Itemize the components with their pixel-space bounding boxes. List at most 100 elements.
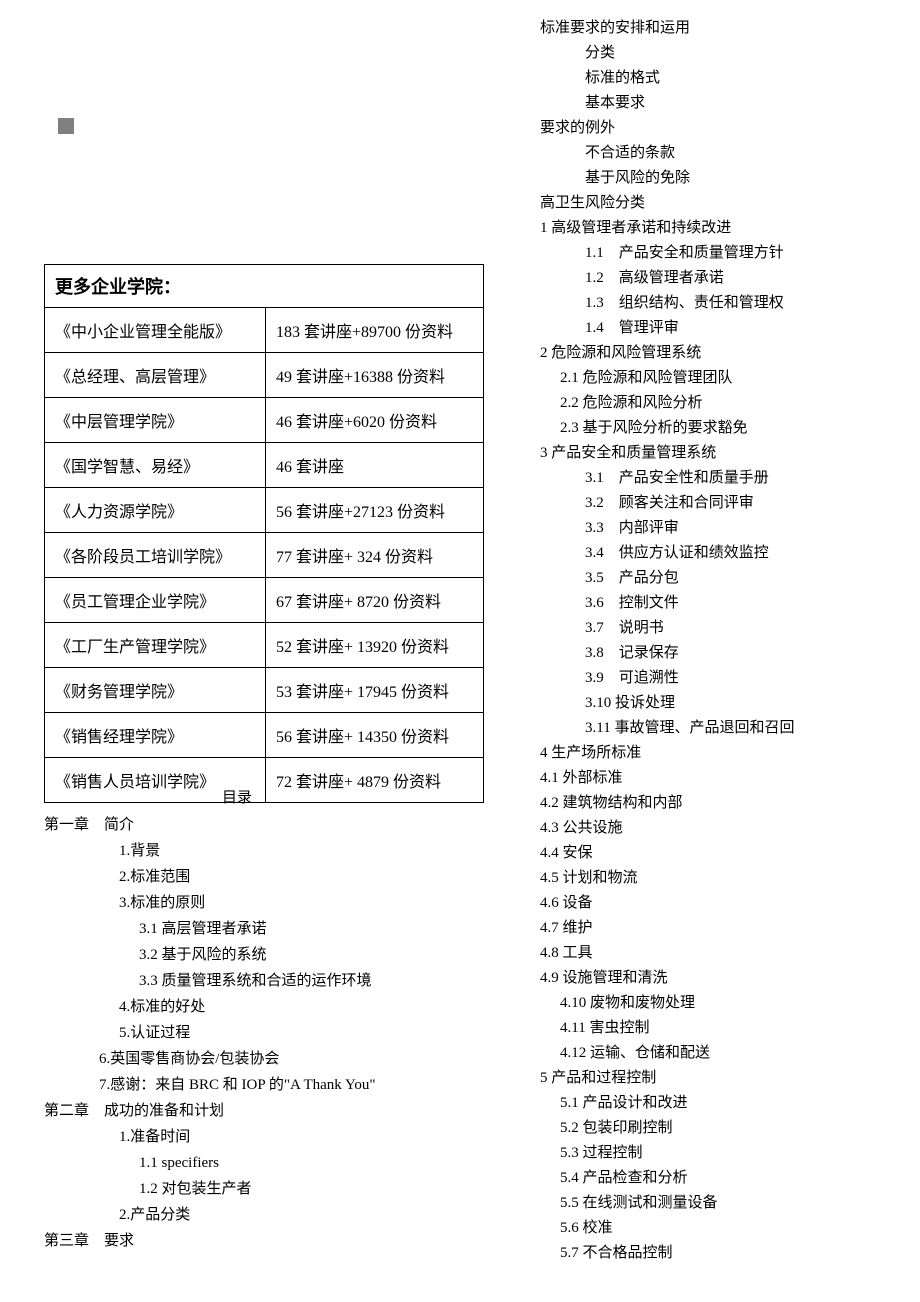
toc-item: 3.1 产品安全性和质量手册 (520, 466, 794, 491)
toc-item: 1.1 specifiers (44, 1150, 375, 1176)
toc-item: 5.6 校准 (520, 1216, 794, 1241)
toc-item: 4.标准的好处 (44, 994, 375, 1020)
table-row: 《各阶段员工培训学院》77 套讲座+ 324 份资料 (45, 533, 484, 578)
toc-item: 2.产品分类 (44, 1202, 375, 1228)
course-detail-cell: 49 套讲座+16388 份资料 (266, 353, 484, 398)
toc-item: 4.4 安保 (520, 841, 794, 866)
toc-item: 4.10 废物和废物处理 (520, 991, 794, 1016)
course-name-cell: 《工厂生产管理学院》 (45, 623, 266, 668)
toc-item: 3.8 记录保存 (520, 641, 794, 666)
toc-item: 2.3 基于风险分析的要求豁免 (520, 416, 794, 441)
toc-item: 3.11 事故管理、产品退回和召回 (520, 716, 794, 741)
toc-item: 4.1 外部标准 (520, 766, 794, 791)
toc-item: 5 产品和过程控制 (520, 1066, 794, 1091)
toc-title: 目录 (222, 786, 252, 807)
toc-item: 第三章 要求 (44, 1228, 375, 1254)
course-name-cell: 《人力资源学院》 (45, 488, 266, 533)
course-name-cell: 《财务管理学院》 (45, 668, 266, 713)
toc-item: 4.3 公共设施 (520, 816, 794, 841)
toc-item: 1.2 对包装生产者 (44, 1176, 375, 1202)
toc-item: 1.1 产品安全和质量管理方针 (520, 241, 794, 266)
decorative-square (58, 118, 74, 134)
table-row: 《中小企业管理全能版》183 套讲座+89700 份资料 (45, 308, 484, 353)
toc-item: 3.标准的原则 (44, 890, 375, 916)
toc-item: 基本要求 (520, 91, 794, 116)
course-detail-cell: 72 套讲座+ 4879 份资料 (266, 758, 484, 803)
table-row: 《总经理、高层管理》49 套讲座+16388 份资料 (45, 353, 484, 398)
toc-item: 4.11 害虫控制 (520, 1016, 794, 1041)
table-row: 《销售经理学院》56 套讲座+ 14350 份资料 (45, 713, 484, 758)
course-detail-cell: 67 套讲座+ 8720 份资料 (266, 578, 484, 623)
course-detail-cell: 52 套讲座+ 13920 份资料 (266, 623, 484, 668)
toc-item: 2.1 危险源和风险管理团队 (520, 366, 794, 391)
toc-item: 基于风险的免除 (520, 166, 794, 191)
toc-item: 3 产品安全和质量管理系统 (520, 441, 794, 466)
toc-item: 2.2 危险源和风险分析 (520, 391, 794, 416)
toc-item: 3.7 说明书 (520, 616, 794, 641)
course-detail-cell: 56 套讲座+ 14350 份资料 (266, 713, 484, 758)
toc-item: 标准的格式 (520, 66, 794, 91)
course-name-cell: 《中小企业管理全能版》 (45, 308, 266, 353)
course-detail-cell: 46 套讲座 (266, 443, 484, 488)
toc-item: 3.2 顾客关注和合同评审 (520, 491, 794, 516)
document-page: 更多企业学院： 《中小企业管理全能版》183 套讲座+89700 份资料《总经理… (0, 0, 920, 1302)
toc-item: 7.感谢：来自 BRC 和 IOP 的"A Thank You" (44, 1072, 375, 1098)
toc-item: 4.6 设备 (520, 891, 794, 916)
toc-item: 3.10 投诉处理 (520, 691, 794, 716)
course-detail-cell: 183 套讲座+89700 份资料 (266, 308, 484, 353)
toc-item: 2 危险源和风险管理系统 (520, 341, 794, 366)
toc-item: 3.5 产品分包 (520, 566, 794, 591)
toc-item: 4 生产场所标准 (520, 741, 794, 766)
toc-item: 4.5 计划和物流 (520, 866, 794, 891)
course-name-cell: 《总经理、高层管理》 (45, 353, 266, 398)
table-row: 《工厂生产管理学院》52 套讲座+ 13920 份资料 (45, 623, 484, 668)
table-row: 《销售人员培训学院》72 套讲座+ 4879 份资料 (45, 758, 484, 803)
toc-item: 5.4 产品检查和分析 (520, 1166, 794, 1191)
toc-item: 3.2 基于风险的系统 (44, 942, 375, 968)
table-body: 《中小企业管理全能版》183 套讲座+89700 份资料《总经理、高层管理》49… (45, 308, 484, 803)
course-detail-cell: 46 套讲座+6020 份资料 (266, 398, 484, 443)
school-table: 更多企业学院： 《中小企业管理全能版》183 套讲座+89700 份资料《总经理… (44, 264, 484, 803)
toc-item: 2.标准范围 (44, 864, 375, 890)
toc-item: 1.背景 (44, 838, 375, 864)
toc-item: 3.6 控制文件 (520, 591, 794, 616)
toc-item: 4.2 建筑物结构和内部 (520, 791, 794, 816)
table-row: 《财务管理学院》53 套讲座+ 17945 份资料 (45, 668, 484, 713)
course-detail-cell: 56 套讲座+27123 份资料 (266, 488, 484, 533)
course-name-cell: 《销售经理学院》 (45, 713, 266, 758)
toc-item: 4.8 工具 (520, 941, 794, 966)
toc-item: 第二章 成功的准备和计划 (44, 1098, 375, 1124)
toc-item: 1.准备时间 (44, 1124, 375, 1150)
course-detail-cell: 77 套讲座+ 324 份资料 (266, 533, 484, 578)
toc-item: 5.2 包装印刷控制 (520, 1116, 794, 1141)
toc-item: 1.3 组织结构、责任和管理权 (520, 291, 794, 316)
toc-right-column: 标准要求的安排和运用分类标准的格式基本要求要求的例外不合适的条款基于风险的免除高… (520, 16, 794, 1266)
table-row: 《人力资源学院》56 套讲座+27123 份资料 (45, 488, 484, 533)
toc-item: 5.7 不合格品控制 (520, 1241, 794, 1266)
toc-item: 3.3 内部评审 (520, 516, 794, 541)
table-row: 《员工管理企业学院》67 套讲座+ 8720 份资料 (45, 578, 484, 623)
table-row: 《国学智慧、易经》46 套讲座 (45, 443, 484, 488)
course-detail-cell: 53 套讲座+ 17945 份资料 (266, 668, 484, 713)
toc-item: 6.英国零售商协会/包装协会 (44, 1046, 375, 1072)
toc-item: 1.4 管理评审 (520, 316, 794, 341)
toc-item: 4.9 设施管理和清洗 (520, 966, 794, 991)
toc-item: 分类 (520, 41, 794, 66)
toc-item: 不合适的条款 (520, 141, 794, 166)
toc-item: 第一章 简介 (44, 812, 375, 838)
table-header: 更多企业学院： (45, 265, 484, 308)
toc-item: 5.5 在线测试和测量设备 (520, 1191, 794, 1216)
toc-item: 4.12 运输、仓储和配送 (520, 1041, 794, 1066)
toc-item: 1 高级管理者承诺和持续改进 (520, 216, 794, 241)
toc-item: 标准要求的安排和运用 (520, 16, 794, 41)
table-row: 《中层管理学院》46 套讲座+6020 份资料 (45, 398, 484, 443)
toc-item: 3.3 质量管理系统和合适的运作环境 (44, 968, 375, 994)
toc-item: 3.1 高层管理者承诺 (44, 916, 375, 942)
toc-item: 5.1 产品设计和改进 (520, 1091, 794, 1116)
toc-item: 1.2 高级管理者承诺 (520, 266, 794, 291)
course-name-cell: 《国学智慧、易经》 (45, 443, 266, 488)
toc-item: 要求的例外 (520, 116, 794, 141)
toc-item: 3.4 供应方认证和绩效监控 (520, 541, 794, 566)
toc-item: 高卫生风险分类 (520, 191, 794, 216)
course-name-cell: 《各阶段员工培训学院》 (45, 533, 266, 578)
